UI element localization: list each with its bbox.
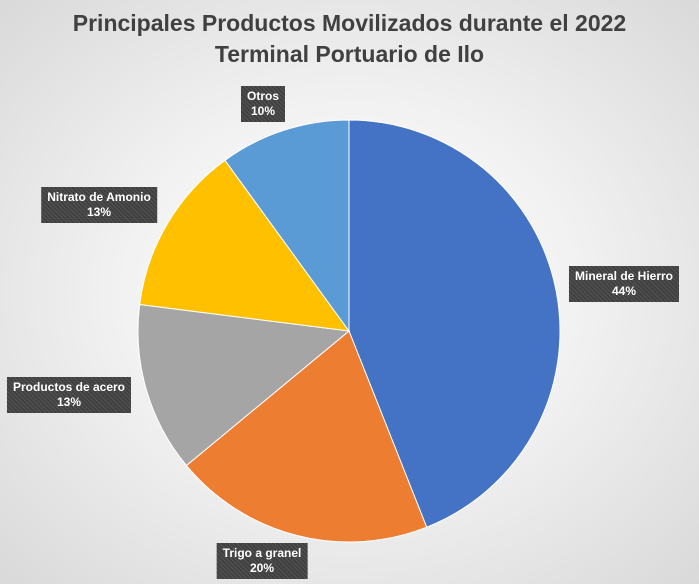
- chart-title-line-1: Principales Productos Movilizados durant…: [72, 10, 627, 36]
- data-label-value: 20%: [249, 561, 275, 575]
- data-label-name: Productos de acero: [12, 380, 126, 394]
- data-label-name: Trigo a granel: [222, 546, 302, 560]
- data-label-trigo-a-granel: Trigo a granel 20%: [216, 543, 308, 579]
- data-label-nitrato-de-amonio: Nitrato de Amonio 13%: [41, 187, 157, 223]
- pie-slice-productos-de-acero: [137, 303, 351, 467]
- data-label-value: 13%: [86, 205, 112, 219]
- data-label-name: Nitrato de Amonio: [47, 190, 151, 204]
- pie-slice-mineral-de-hierro: [348, 119, 561, 528]
- chart-title: Principales Productos Movilizados durant…: [0, 8, 699, 70]
- data-label-name: Otros: [246, 89, 280, 103]
- data-label-otros: Otros 10%: [240, 86, 286, 122]
- pie-slice-trigo-a-granel: [185, 330, 428, 543]
- data-label-value: 10%: [250, 104, 276, 118]
- data-label-name: Mineral de Hierro: [574, 269, 674, 283]
- data-label-mineral-de-hierro: Mineral de Hierro 44%: [568, 266, 680, 302]
- chart-title-line-2: Terminal Portuario de Ilo: [214, 41, 485, 67]
- pie-slice-otros: [224, 119, 350, 333]
- data-label-value: 44%: [611, 284, 637, 298]
- data-label-value: 13%: [56, 395, 82, 409]
- pie-slice-nitrato-de-amonio: [139, 159, 351, 332]
- data-label-productos-de-acero: Productos de acero 13%: [6, 377, 132, 413]
